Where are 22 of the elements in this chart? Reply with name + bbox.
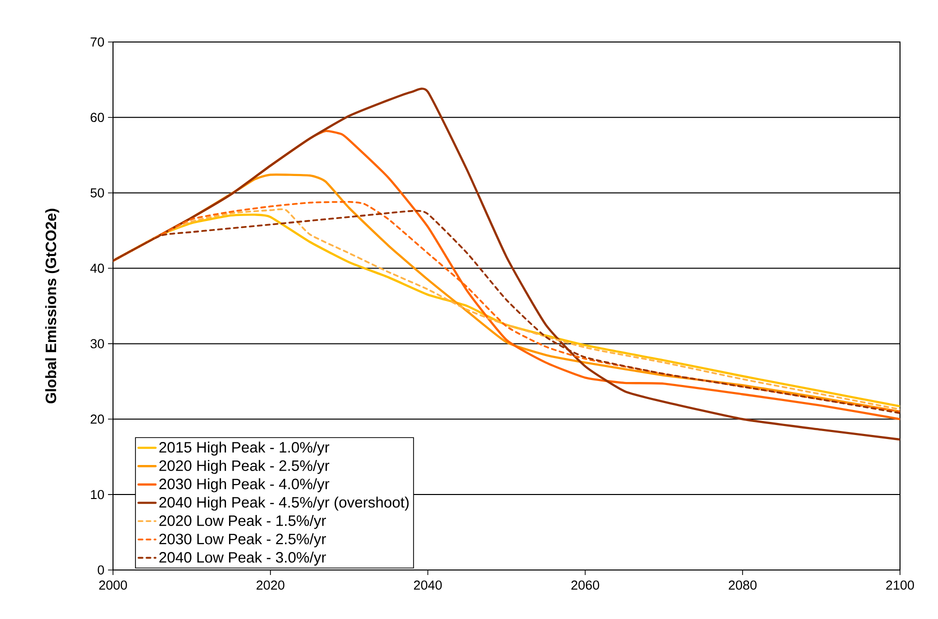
x-tick-label: 2040 <box>414 580 442 590</box>
y-tick-label: 60 <box>90 112 104 122</box>
y-tick-label: 40 <box>90 264 104 273</box>
legend-label: 2040 Low Peak - 3.0%/yr <box>159 552 326 566</box>
x-tick-label: 2060 <box>571 580 600 590</box>
x-tick-label: 2000 <box>99 580 127 590</box>
y-tick-label: 50 <box>90 188 104 198</box>
x-tick-label: 2080 <box>728 580 757 590</box>
y-tick-label: 70 <box>90 37 104 47</box>
legend-label: 2030 Low Peak - 2.5%/yr <box>159 533 326 548</box>
legend-label: 2020 Low Peak - 1.5%/yr <box>159 514 326 529</box>
legend-label: 2030 High Peak - 4.0%/yr <box>159 478 330 492</box>
y-tick-label: 30 <box>90 339 104 348</box>
y-tick-label: 10 <box>91 490 104 500</box>
y-tick-label: 0 <box>98 565 104 575</box>
legend-label: 2040 High Peak - 4.5%/yr (overshoot) <box>159 496 409 511</box>
y-axis-title: Global Emissions (GtCO2e) <box>45 208 60 404</box>
y-tick-label: 20 <box>90 414 104 424</box>
legend-label: 2015 High Peak - 1.0%/yr <box>159 442 330 456</box>
x-tick-label: 2100 <box>886 580 914 590</box>
legend-label: 2020 High Peak - 2.5%/yr <box>159 460 330 474</box>
x-tick-label: 2020 <box>256 580 284 590</box>
